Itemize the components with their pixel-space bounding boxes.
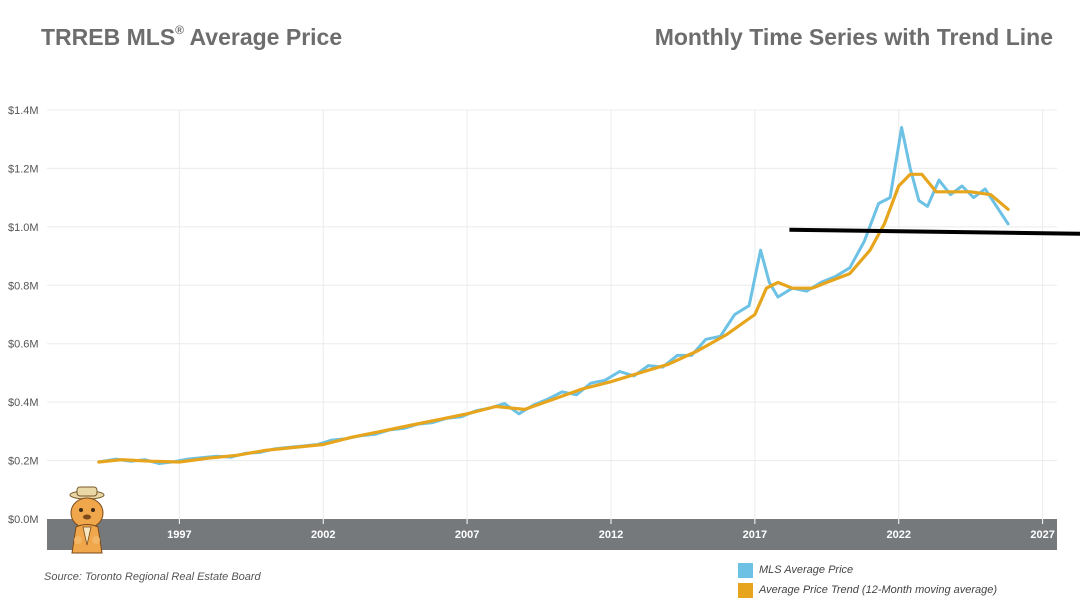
y-tick-label: $1.0M	[8, 222, 39, 234]
annotations	[789, 227, 1080, 236]
chart-title: TRREB MLS® Average Price	[41, 23, 343, 51]
title-registered-mark: ®	[175, 23, 185, 38]
legend-item-price: MLS Average Price	[738, 560, 997, 580]
title-main: TRREB MLS	[41, 24, 176, 50]
x-tick-label: 2017	[743, 529, 767, 541]
axes: $0.0M $0.2M $0.4M $0.6M $0.8M $1.0M $1.2M $1.4M…	[8, 105, 1057, 550]
x-tick-label: 2002	[311, 529, 335, 541]
legend-label-trend: Average Price Trend (12-Month moving ave…	[759, 584, 998, 596]
y-tick-label: $1.4M	[8, 105, 39, 117]
grid	[47, 109, 1057, 519]
source-note: Source: Toronto Regional Real Estate Boa…	[44, 571, 261, 583]
chart-subtitle: Monthly Time Series with Trend Line	[654, 24, 1053, 50]
legend-label-price: MLS Average Price	[759, 564, 854, 576]
y-tick-label: $0.8M	[8, 280, 39, 292]
price-series-line	[97, 126, 1010, 465]
legend-swatch-price	[738, 562, 753, 578]
x-tick-label: 2012	[599, 529, 623, 541]
x-tick-label: 2007	[455, 529, 479, 541]
legend-item-trend: Average Price Trend (12-Month moving ave…	[738, 580, 997, 600]
legend: MLS Average Price Average Price Trend (1…	[738, 560, 997, 600]
x-axis-band	[47, 519, 1057, 550]
mascot-cartoon-image	[56, 485, 118, 562]
series-lines	[97, 126, 1010, 465]
y-tick-label: $0.0M	[8, 514, 39, 526]
title-rest: Average Price	[184, 24, 343, 50]
x-tick-label: 2022	[886, 529, 910, 541]
y-tick-label: $0.6M	[8, 339, 39, 351]
y-tick-label: $0.4M	[8, 397, 39, 409]
legend-swatch-trend	[738, 582, 753, 598]
reference-line	[789, 227, 1080, 236]
x-tick-label: 2027	[1030, 529, 1054, 541]
trend-series-line	[97, 172, 1010, 464]
y-tick-label: $0.2M	[8, 456, 39, 468]
x-tick-label: 1997	[167, 529, 191, 541]
y-tick-label: $1.2M	[8, 163, 39, 175]
